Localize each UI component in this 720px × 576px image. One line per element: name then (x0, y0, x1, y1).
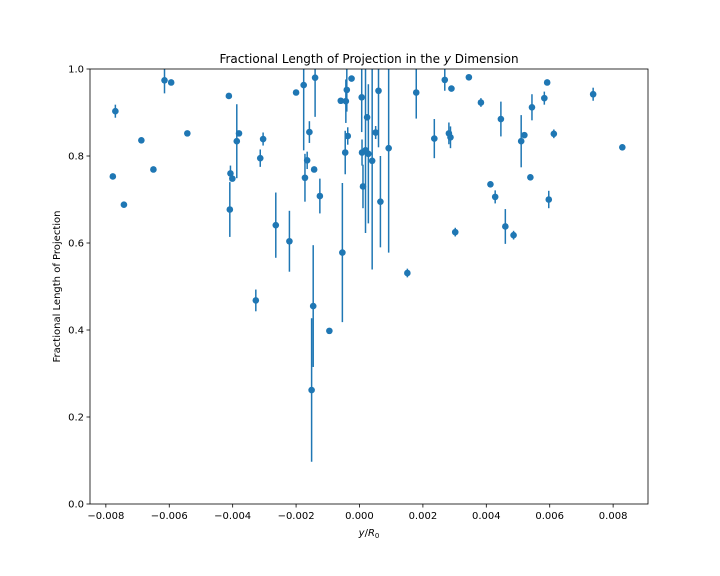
data-point (377, 198, 384, 205)
data-point (184, 130, 191, 137)
data-point (404, 269, 411, 277)
data-point (112, 107, 119, 115)
data-point (109, 173, 117, 180)
data-point (497, 115, 505, 123)
data-point (337, 97, 345, 105)
data-point (300, 81, 307, 89)
data-point (491, 193, 499, 201)
data-point (619, 144, 626, 151)
data-point (303, 157, 311, 164)
data-point (465, 73, 473, 81)
data-point (150, 166, 157, 173)
data-point (441, 76, 449, 84)
data-point (343, 86, 351, 94)
data-point (447, 133, 454, 141)
x-tick-label: −0.002 (278, 511, 315, 522)
data-point (541, 94, 548, 102)
data-point (225, 92, 233, 100)
data-point (521, 131, 528, 139)
y-axis: 0.0 0.2 0.4 0.6 0.8 1.0 (68, 65, 90, 511)
data-point (292, 89, 300, 96)
data-point (527, 174, 534, 181)
data-point (120, 201, 128, 209)
data-point (487, 180, 494, 188)
data-point (227, 170, 234, 177)
data-point (528, 103, 536, 111)
data-point (272, 221, 280, 229)
data-point (326, 327, 333, 335)
data-point (589, 90, 597, 98)
data-point (235, 130, 243, 137)
data-point (252, 297, 260, 304)
data-point (309, 302, 317, 310)
data-point (301, 174, 309, 182)
data-point (229, 175, 236, 182)
x-tick-label: 0.002 (409, 511, 438, 522)
data-point (431, 135, 438, 142)
data-point (368, 157, 376, 165)
data-point (344, 132, 352, 140)
data-point (311, 74, 319, 81)
y-tick-label: 0.2 (68, 413, 84, 424)
data-point (412, 89, 420, 96)
data-point (358, 93, 366, 101)
data-point (550, 130, 558, 138)
data-point (365, 150, 372, 158)
data-point (502, 223, 509, 230)
data-point (342, 97, 350, 105)
data-point (448, 85, 455, 92)
y-tick-label: 0.4 (68, 326, 84, 337)
chart-title: Fractional Length of Projection in the y… (219, 52, 518, 66)
data-point (375, 87, 382, 95)
y-tick-label: 0.6 (68, 239, 84, 250)
data-point (138, 137, 145, 144)
plot-area (109, 69, 626, 462)
data-point (167, 79, 175, 86)
data-point (161, 77, 168, 84)
data-point (339, 249, 346, 256)
data-point (226, 206, 234, 213)
data-point (451, 228, 459, 236)
data-point (306, 128, 313, 136)
data-point (517, 137, 525, 145)
x-axis-label: y/R0 (358, 528, 380, 540)
data-point (510, 231, 517, 239)
data-point (308, 386, 315, 394)
data-point (359, 183, 367, 190)
data-point (256, 154, 264, 162)
data-point (259, 135, 267, 143)
data-point (341, 149, 349, 156)
data-point (348, 75, 355, 82)
x-tick-label: −0.006 (151, 511, 188, 522)
x-tick-label: 0.006 (535, 511, 564, 522)
x-tick-label: −0.008 (87, 511, 124, 522)
data-point (385, 144, 392, 152)
x-tick-label: −0.004 (214, 511, 251, 522)
data-point (316, 192, 324, 200)
data-point (543, 79, 551, 86)
x-axis: −0.008 −0.006 −0.004 −0.002 0.000 0.002 0.004 0… (87, 504, 627, 522)
data-point (372, 129, 379, 136)
x-tick-label: 0.004 (472, 511, 501, 522)
data-point (286, 237, 293, 245)
data-point (545, 196, 553, 203)
data-point (233, 137, 241, 145)
y-axis-label: Fractional Length of Projection (52, 211, 63, 363)
y-tick-label: 0.8 (68, 152, 84, 163)
data-point (310, 166, 318, 173)
data-point (477, 99, 485, 106)
data-point (363, 113, 371, 121)
y-tick-label: 1.0 (68, 65, 84, 76)
y-tick-label: 0.0 (68, 500, 84, 511)
x-tick-label: 0.000 (345, 511, 374, 522)
axes-frame (89, 68, 649, 505)
x-tick-label: 0.008 (599, 511, 628, 522)
